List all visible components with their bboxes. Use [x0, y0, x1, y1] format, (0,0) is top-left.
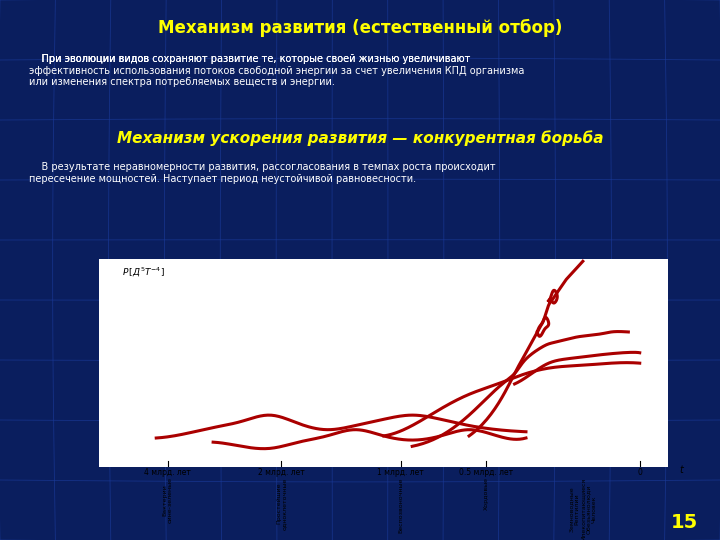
Text: При эволюции видов сохраняют развитие те, которые своей жизнью увеличивают: При эволюции видов сохраняют развитие те…	[29, 54, 470, 64]
Text: Механизм развития (естественный отбор): Механизм развития (естественный отбор)	[158, 19, 562, 37]
Text: t: t	[680, 465, 683, 475]
Text: $P\,[Д^5T^{-4}]$: $P\,[Д^5T^{-4}]$	[122, 266, 165, 279]
Text: Бактерии
сине-зеленые: Бактерии сине-зеленые	[162, 477, 173, 523]
Text: 2 млрд. лет: 2 млрд. лет	[258, 468, 305, 477]
Text: 15: 15	[671, 513, 698, 532]
Text: Беспозвоночные: Беспозвоночные	[398, 477, 403, 533]
Text: Простейшие
одноклеточные: Простейшие одноклеточные	[276, 477, 287, 530]
Text: При эволюции видов сохраняют развитие те, которые своей жизнью увеличивают
эффек: При эволюции видов сохраняют развитие те…	[29, 54, 524, 87]
Text: При эволюции видов: При эволюции видов	[29, 54, 152, 64]
Text: Хордовые: Хордовые	[484, 477, 489, 510]
Text: 4 млрд. лет: 4 млрд. лет	[144, 468, 191, 477]
Text: 0.5 млрд. лет: 0.5 млрд. лет	[459, 468, 513, 477]
Text: 0: 0	[637, 468, 642, 477]
Text: Механизм ускорения развития — конкурентная борьба: Механизм ускорения развития — конкурентн…	[117, 131, 603, 146]
Text: В результате неравномерности развития, рассогласования в темпах роста происходит: В результате неравномерности развития, р…	[29, 162, 495, 184]
Text: 1 млрд. лет: 1 млрд. лет	[377, 468, 424, 477]
Text: Земноводные
Рептилии
Млекопитающиеся
Обезьянолюди
Человек: Земноводные Рептилии Млекопитающиеся Обе…	[569, 477, 597, 540]
